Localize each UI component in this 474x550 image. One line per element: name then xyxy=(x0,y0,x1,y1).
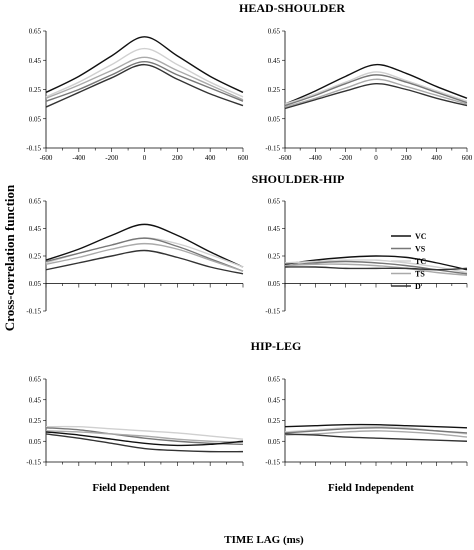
x-tick-label: -600 xyxy=(40,154,53,162)
series-line-ts xyxy=(45,56,244,101)
y-tick-label: 0.65 xyxy=(268,28,281,36)
x-tick-label: -600 xyxy=(279,154,292,162)
y-tick-label: 0.25 xyxy=(268,417,281,425)
x-tick-label: 600 xyxy=(462,154,473,162)
legend-label-vc: VC xyxy=(415,232,427,241)
y-tick-label: 0.45 xyxy=(29,396,42,404)
legend-label-d: D xyxy=(415,282,421,291)
legend: VC VS TC TS D xyxy=(391,232,427,291)
x-tick-label: 200 xyxy=(401,154,412,162)
series-line-ts xyxy=(284,78,468,108)
row-title-hip-leg: HIP-LEG xyxy=(251,339,302,353)
y-tick-label: -0.15 xyxy=(26,459,41,467)
col-label-field-dependent: Field Dependent xyxy=(92,482,170,494)
y-tick-label: 0.65 xyxy=(268,376,281,384)
y-tick-label: 0.05 xyxy=(29,280,42,288)
series-line-d xyxy=(45,63,244,108)
y-tick-label: 0.25 xyxy=(268,86,281,94)
series-line-vc xyxy=(45,223,244,268)
y-tick-label: -0.15 xyxy=(26,145,41,153)
x-tick-label: 0 xyxy=(143,154,147,162)
x-tick-label: 600 xyxy=(238,154,249,162)
panel-hip-leg-field-dependent: 0.65 0.45 0.25 0.05 -0.15 xyxy=(26,376,244,467)
panel-head-shoulder-field-dependent: 0.65 0.45 0.25 0.05 -0.15-600 -400 -200 0 200 400… xyxy=(26,28,248,163)
y-tick-label: -0.15 xyxy=(265,459,280,467)
series-line-vs xyxy=(284,427,468,434)
y-tick-label: 0.45 xyxy=(268,396,281,404)
series-line-vc xyxy=(284,255,468,271)
y-tick-label: 0.65 xyxy=(29,376,42,384)
series-line-vs xyxy=(45,427,244,446)
row-title-shoulder-hip: SHOULDER-HIP xyxy=(252,172,345,186)
y-tick-label: 0.45 xyxy=(29,225,42,233)
series-line-tc xyxy=(45,425,244,440)
series-line-tc xyxy=(284,259,468,274)
series-line-vc xyxy=(284,63,468,105)
panel-shoulder-hip-field-independent: 0.65 0.45 0.25 0.05 -0.15 xyxy=(265,198,468,316)
x-tick-label: -400 xyxy=(72,154,85,162)
y-tick-label: 0.25 xyxy=(29,253,42,261)
legend-label-tc: TC xyxy=(415,257,426,266)
y-tick-label: 0.05 xyxy=(268,438,281,446)
y-tick-label: 0.25 xyxy=(268,253,281,261)
row-title-head-shoulder: HEAD-SHOULDER xyxy=(239,1,345,15)
series-line-ts xyxy=(284,430,468,438)
series-line-vs xyxy=(45,61,244,102)
panel-hip-leg-field-independent: 0.65 0.45 0.25 0.05 -0.15 xyxy=(265,376,468,467)
y-tick-label: -0.15 xyxy=(265,145,280,153)
series-line-ts xyxy=(45,242,244,272)
series-line-vs xyxy=(284,74,468,107)
panel-shoulder-hip-field-dependent: 0.65 0.45 0.25 0.05 -0.15 xyxy=(26,198,244,316)
y-tick-label: 0.05 xyxy=(268,280,281,288)
y-tick-label: 0.45 xyxy=(29,57,42,65)
y-tick-label: 0.45 xyxy=(268,225,281,233)
x-tick-label: 400 xyxy=(205,154,216,162)
series-line-d xyxy=(284,82,468,110)
series-line-vc xyxy=(284,423,468,429)
y-tick-label: 0.05 xyxy=(29,438,42,446)
series-line-d xyxy=(45,249,244,275)
series-line-d xyxy=(284,266,468,271)
y-tick-label: -0.15 xyxy=(265,308,280,316)
y-axis-title: Cross-correlation function xyxy=(2,184,17,331)
x-tick-label: 200 xyxy=(172,154,183,162)
x-tick-label: -400 xyxy=(309,154,322,162)
x-tick-label: -200 xyxy=(105,154,118,162)
x-axis-title: TIME LAG (ms) xyxy=(224,534,304,546)
y-tick-label: -0.15 xyxy=(26,308,41,316)
series-line-vc xyxy=(45,36,244,94)
series-line-tc xyxy=(284,71,468,105)
y-tick-label: 0.25 xyxy=(29,417,42,425)
series-line-tc xyxy=(45,47,244,98)
legend-label-ts: TS xyxy=(415,270,425,279)
x-tick-label: -200 xyxy=(339,154,352,162)
legend-label-vs: VS xyxy=(415,245,426,254)
x-tick-label: 0 xyxy=(374,154,378,162)
series-line-vc xyxy=(45,431,244,447)
col-label-field-independent: Field Independent xyxy=(328,482,414,494)
y-tick-label: 0.25 xyxy=(29,86,42,94)
y-tick-label: 0.65 xyxy=(29,28,42,36)
y-tick-label: 0.05 xyxy=(29,115,42,123)
series-line-tc xyxy=(45,237,244,268)
series-line-ts xyxy=(45,430,244,443)
panel-head-shoulder-field-independent: 0.65 0.45 0.25 0.05 -0.15-600 -400 -200 0 200 400… xyxy=(265,28,472,163)
y-tick-label: 0.65 xyxy=(29,198,42,206)
x-tick-label: 400 xyxy=(431,154,442,162)
y-tick-label: 0.65 xyxy=(268,198,281,206)
series-line-ts xyxy=(284,263,468,276)
series-line-d xyxy=(45,433,244,453)
y-tick-label: 0.05 xyxy=(268,115,281,123)
series-line-vs xyxy=(45,237,244,272)
series-line-d xyxy=(284,433,468,442)
y-tick-label: 0.45 xyxy=(268,57,281,65)
